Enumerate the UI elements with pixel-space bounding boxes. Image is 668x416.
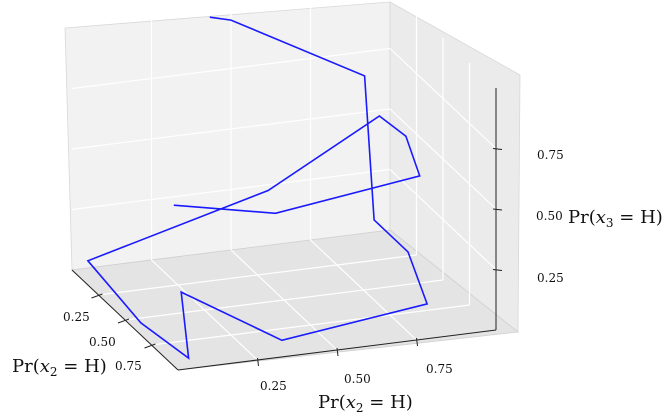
z-tick-label-2: 0.75 <box>537 148 564 162</box>
y-axis-label: Pr(x2 = H) <box>318 392 413 415</box>
y-tick-2 <box>416 337 418 347</box>
wall-grid-z-1 <box>71 108 391 150</box>
floor-grid-x-2 <box>151 304 470 346</box>
x-tick-label-1: 0.50 <box>89 335 116 349</box>
z-tick-label-1: 0.50 <box>536 209 563 223</box>
floor-grid-y-2 <box>310 239 417 341</box>
x-tick-0 <box>91 293 103 299</box>
series-group <box>86 16 429 360</box>
z-tick-0 <box>492 269 503 271</box>
y-tick-0 <box>257 357 259 367</box>
y-tick-label-0: 0.25 <box>260 379 287 393</box>
y-tick-label-2: 0.75 <box>426 362 453 376</box>
x-tick-2 <box>144 343 156 349</box>
rwall-grid-z-2 <box>389 48 497 149</box>
z-tick-1 <box>492 208 503 211</box>
x-tick-1 <box>117 318 130 324</box>
z-tick-2 <box>492 148 503 150</box>
z-tick-label-0: 0.25 <box>537 271 564 285</box>
z-axis-label: Pr(x3 = H) <box>568 207 663 230</box>
series-line-0 <box>86 16 429 360</box>
wall-grid-z-2 <box>71 47 391 90</box>
x-tick-label-2: 0.75 <box>115 359 142 373</box>
floor-grid-y-1 <box>230 249 338 351</box>
rwall-grid-z-1 <box>389 108 497 210</box>
axis-ticks <box>71 88 503 371</box>
x-tick-label-0: 0.25 <box>63 310 90 324</box>
y-tick-1 <box>336 347 339 357</box>
y-tick-label-1: 0.50 <box>344 372 371 386</box>
back-pane-left <box>64 1 391 271</box>
x-axis-label: Pr(x2 = H) <box>12 356 107 379</box>
